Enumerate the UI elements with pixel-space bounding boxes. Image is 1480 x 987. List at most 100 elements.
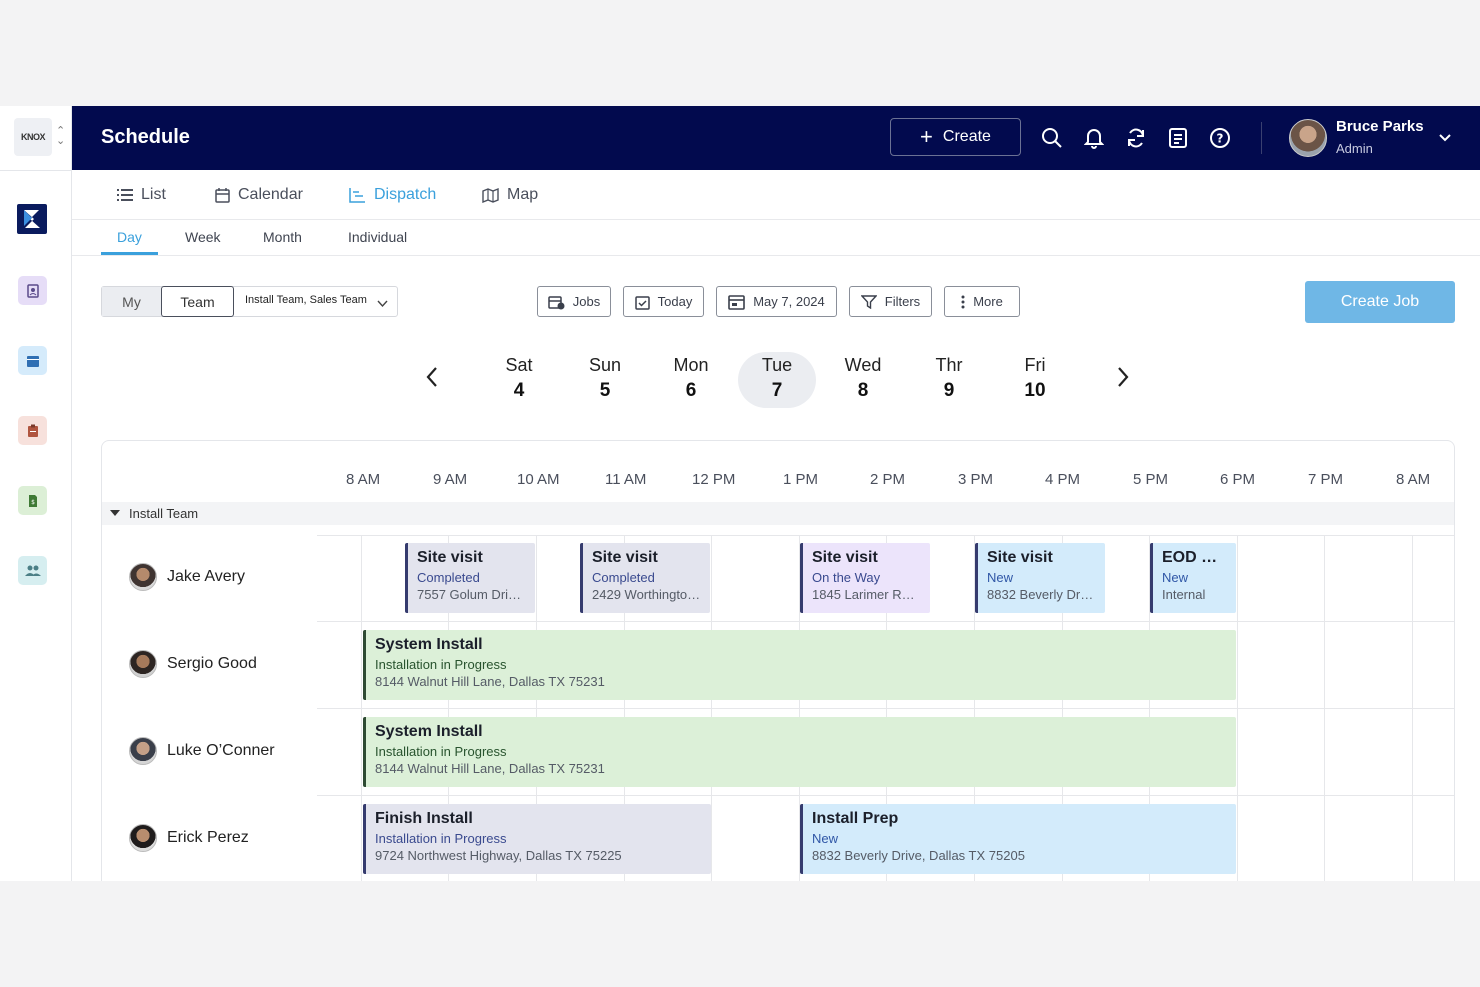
day-fri[interactable]: Fri 10	[996, 352, 1074, 408]
chevron-down-icon[interactable]	[1438, 130, 1452, 148]
technician-row-label[interactable]: Erick Perez	[129, 824, 249, 852]
topbar-divider	[1261, 122, 1262, 154]
job-card[interactable]: Finish Install Installation in Progress …	[363, 804, 711, 874]
day-sun[interactable]: Sun 5	[566, 352, 644, 408]
create-button[interactable]: + Create	[890, 118, 1021, 156]
hour-label: 11 AM	[605, 471, 647, 488]
sidebar: KNOX ⌃ ⌄ $	[0, 106, 72, 881]
tab-dispatch-label: Dispatch	[374, 186, 437, 203]
scope-my-button[interactable]: My	[102, 287, 161, 316]
list-icon	[117, 189, 133, 201]
day-number: 5	[599, 380, 611, 401]
group-label: Install Team	[129, 506, 199, 521]
day-mon[interactable]: Mon 6	[652, 352, 730, 408]
day-tue-selected[interactable]: Tue 7	[738, 352, 816, 408]
active-subtab-indicator	[101, 252, 158, 255]
job-card[interactable]: Site visit Completed 7557 Golum Dri…	[405, 543, 535, 613]
day-thr[interactable]: Thr 9	[910, 352, 988, 408]
filters-button[interactable]: Filters	[849, 286, 932, 317]
refresh-icon[interactable]	[1123, 125, 1149, 151]
technician-row-label[interactable]: Sergio Good	[129, 650, 257, 678]
scope-selector: My Team Install Team, Sales Team	[101, 286, 398, 317]
scope-team-button[interactable]: Team	[161, 286, 234, 317]
technician-name: Jake Avery	[167, 568, 245, 585]
today-button[interactable]: Today	[623, 286, 704, 317]
create-job-button[interactable]: Create Job	[1305, 281, 1455, 323]
technician-row-label[interactable]: Jake Avery	[129, 563, 245, 591]
notes-icon[interactable]	[1165, 125, 1191, 151]
sidebar-item-team[interactable]	[18, 556, 47, 585]
job-title: System Install	[375, 636, 483, 653]
job-status: Installation in Progress	[375, 831, 507, 846]
job-status: On the Way	[812, 570, 881, 585]
help-icon[interactable]: ?	[1207, 125, 1233, 151]
job-address: 7557 Golum Dri…	[417, 587, 522, 602]
hour-label: 5 PM	[1133, 471, 1169, 488]
team-select[interactable]: Install Team, Sales Team	[245, 294, 367, 306]
day-name: Wed	[844, 355, 882, 375]
company-logo[interactable]: KNOX	[14, 118, 52, 156]
company-switch-icon[interactable]: ⌃ ⌄	[56, 125, 66, 147]
job-address: 8144 Walnut Hill Lane, Dallas TX 75231	[375, 761, 605, 776]
jobs-button[interactable]: Jobs	[537, 286, 611, 317]
tab-calendar[interactable]: Calendar	[215, 186, 303, 204]
jobs-button-label: Jobs	[572, 294, 601, 309]
day-number: 7	[771, 380, 783, 401]
job-status: New	[1162, 570, 1189, 585]
day-wed[interactable]: Wed 8	[824, 352, 902, 408]
day-name: Fri	[1024, 355, 1046, 375]
subtab-day[interactable]: Day	[117, 229, 142, 245]
avatar	[129, 563, 157, 591]
job-title: Site visit	[987, 549, 1053, 566]
job-card[interactable]: Site visit New 8832 Beverly Dri…	[975, 543, 1105, 613]
job-status: New	[812, 831, 839, 846]
search-icon[interactable]	[1039, 125, 1065, 151]
chevron-down-icon[interactable]	[377, 295, 388, 313]
day-name: Mon	[673, 355, 709, 375]
job-card[interactable]: EOD R… New Internal	[1150, 543, 1236, 613]
tab-list[interactable]: List	[117, 186, 166, 204]
job-status: Installation in Progress	[375, 744, 507, 759]
user-role: Admin	[1336, 141, 1373, 156]
date-picker-button[interactable]: May 7, 2024	[716, 286, 837, 317]
date-picker-label: May 7, 2024	[753, 294, 825, 309]
avatar	[129, 650, 157, 678]
job-card[interactable]: Install Prep New 8832 Beverly Drive, Dal…	[800, 804, 1236, 874]
caret-down-icon[interactable]	[110, 510, 120, 516]
sidebar-item-jobs[interactable]	[18, 416, 47, 445]
job-card[interactable]: Site visit On the Way 1845 Larimer Ro…	[800, 543, 930, 613]
tab-dispatch[interactable]: Dispatch	[349, 186, 436, 204]
invoice-icon: $	[28, 494, 37, 507]
avatar[interactable]	[1289, 119, 1327, 157]
job-status: Completed	[592, 570, 655, 585]
hour-label: 7 PM	[1308, 471, 1344, 488]
hour-label: 2 PM	[870, 471, 906, 488]
filter-icon	[860, 294, 877, 309]
today-button-label: Today	[657, 294, 693, 309]
job-card[interactable]: System Install Installation in Progress …	[363, 630, 1236, 700]
brand-icon[interactable]	[17, 204, 47, 234]
subtab-individual[interactable]: Individual	[348, 229, 408, 245]
technician-row-label[interactable]: Luke O’Conner	[129, 737, 275, 765]
view-tabs: List Calendar Dispatch Map	[72, 170, 1480, 220]
subtab-week[interactable]: Week	[185, 229, 221, 245]
job-title: Site visit	[417, 549, 483, 566]
previous-week-icon[interactable]	[425, 366, 439, 393]
subtab-month[interactable]: Month	[263, 229, 302, 245]
bell-icon[interactable]	[1081, 125, 1107, 151]
hour-label: 6 PM	[1220, 471, 1256, 488]
next-week-icon[interactable]	[1116, 366, 1130, 393]
sidebar-item-schedule[interactable]	[18, 346, 47, 375]
job-card[interactable]: System Install Installation in Progress …	[363, 717, 1236, 787]
sidebar-item-contacts[interactable]	[18, 276, 47, 305]
job-card[interactable]: Site visit Completed 2429 Worthingto…	[580, 543, 710, 613]
hour-label: 3 PM	[958, 471, 994, 488]
sidebar-item-invoices[interactable]: $	[18, 486, 47, 515]
more-button[interactable]: More	[944, 286, 1020, 317]
hour-label: 9 AM	[433, 471, 468, 488]
tab-map[interactable]: Map	[482, 186, 538, 204]
day-sat[interactable]: Sat 4	[480, 352, 558, 408]
tab-map-label: Map	[507, 186, 539, 203]
group-row[interactable]: Install Team	[102, 502, 1454, 525]
contacts-icon	[26, 283, 39, 298]
